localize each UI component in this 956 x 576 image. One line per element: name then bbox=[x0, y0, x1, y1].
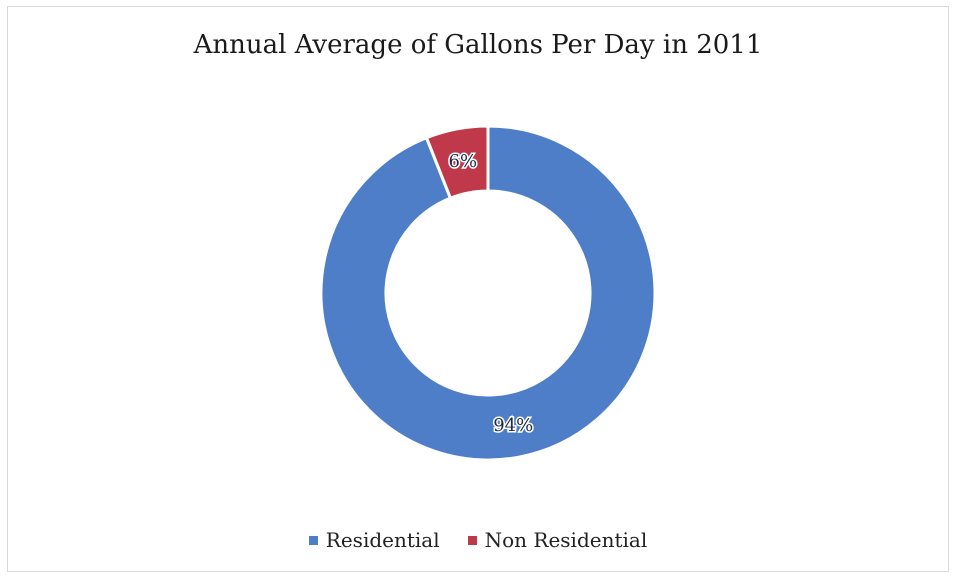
donut-slice-residential bbox=[319, 124, 657, 462]
chart-title: Annual Average of Gallons Per Day in 201… bbox=[193, 30, 763, 60]
legend-item-residential: Residential bbox=[308, 528, 440, 552]
legend-swatch-non-residential bbox=[467, 535, 477, 545]
chart-legend: Residential Non Residential bbox=[0, 528, 956, 552]
legend-label-residential: Residential bbox=[325, 528, 440, 552]
data-label-residential: 94% bbox=[493, 415, 533, 436]
legend-item-non-residential: Non Residential bbox=[467, 528, 648, 552]
legend-label-non-residential: Non Residential bbox=[484, 528, 648, 552]
chart-frame bbox=[7, 6, 949, 572]
donut-slice-non-residential bbox=[424, 124, 490, 201]
legend-swatch-residential bbox=[308, 535, 318, 545]
data-label-non-residential: 6% bbox=[449, 151, 478, 172]
